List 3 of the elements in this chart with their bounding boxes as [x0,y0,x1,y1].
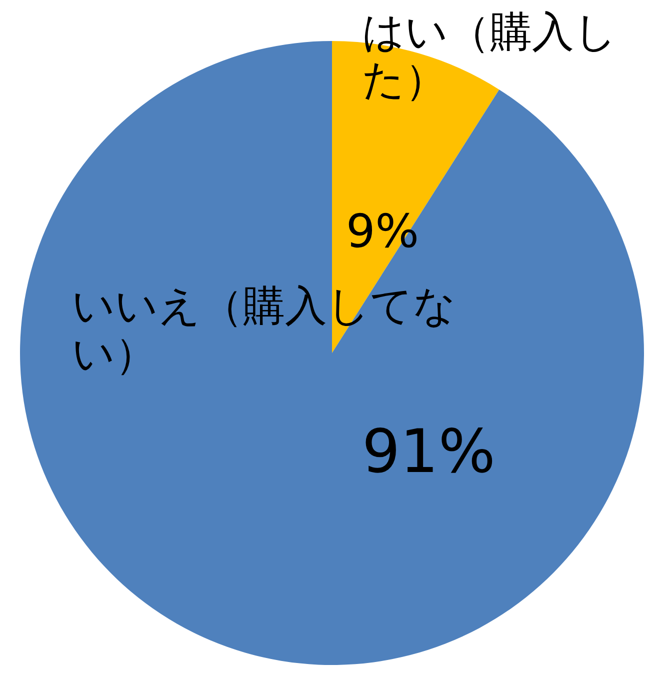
data-label: 91% [362,417,496,487]
slice-label: いいえ（購入してない） [72,281,457,379]
slice-label: はい（購入した） [362,7,618,105]
